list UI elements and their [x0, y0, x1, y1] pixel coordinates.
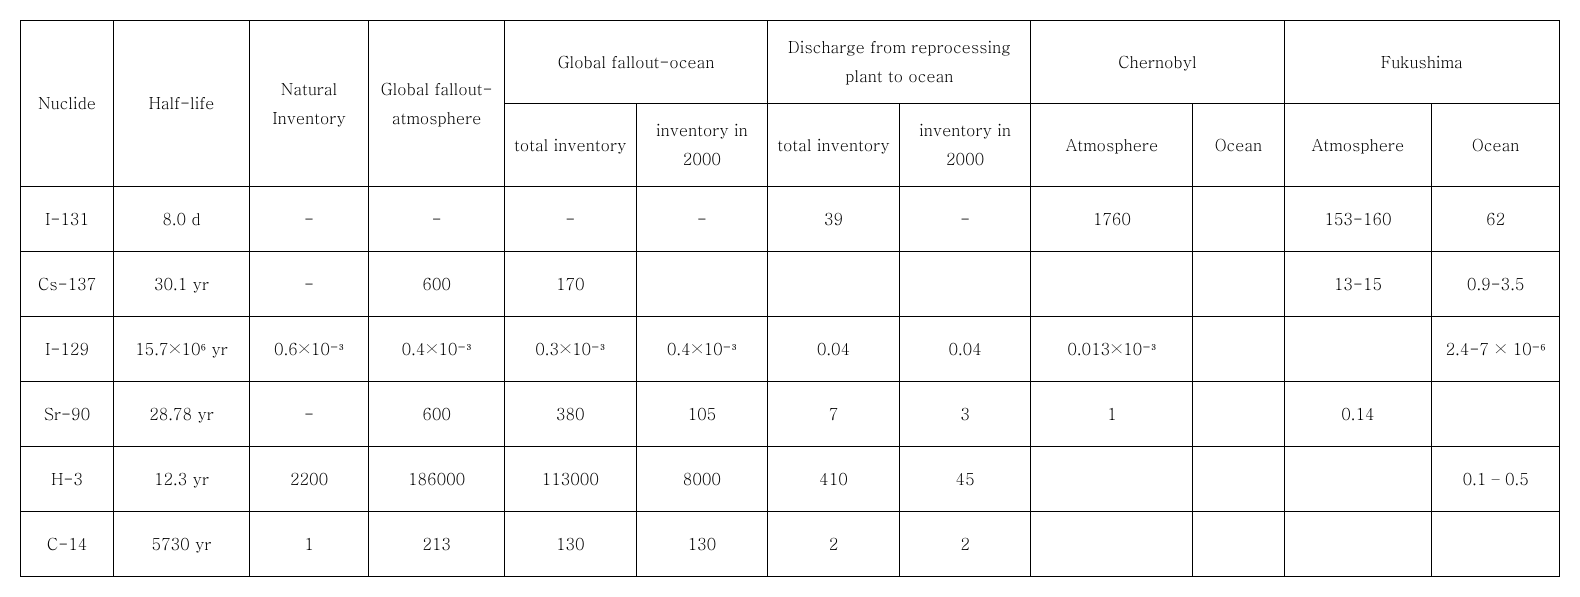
cell-dr_total: 0.04 — [768, 317, 900, 382]
cell-global_fallout_atmo: 186000 — [369, 447, 505, 512]
cell-nuclide: I-129 — [21, 317, 114, 382]
cell-fuku_ocean — [1432, 382, 1560, 447]
cell-fuku_atmo — [1284, 317, 1432, 382]
cell-fuku_ocean: 0.9-3.5 — [1432, 252, 1560, 317]
cell-gfo_total: 113000 — [504, 447, 636, 512]
cell-dr_total: 410 — [768, 447, 900, 512]
cell-global_fallout_atmo: 213 — [369, 512, 505, 577]
cell-natural_inventory: 0.6×10⁻³ — [249, 317, 368, 382]
cell-dr_total: 7 — [768, 382, 900, 447]
header-global-fallout-ocean: Global fallout-ocean — [504, 21, 767, 104]
cell-fuku_ocean: 0.1 – 0.5 — [1432, 447, 1560, 512]
cell-gfo_total: 0.3×10⁻³ — [504, 317, 636, 382]
header-gfo-total: total inventory — [504, 104, 636, 187]
cell-global_fallout_atmo: 600 — [369, 252, 505, 317]
cell-gfo_2000: 130 — [636, 512, 768, 577]
cell-chern_ocean — [1193, 252, 1284, 317]
header-fuku-ocean: Ocean — [1432, 104, 1560, 187]
cell-chern_ocean — [1193, 187, 1284, 252]
header-fuku-atmo: Atmosphere — [1284, 104, 1432, 187]
cell-dr_total — [768, 252, 900, 317]
cell-dr_2000: 0.04 — [899, 317, 1031, 382]
cell-natural_inventory: 1 — [249, 512, 368, 577]
table-row: H-312.3 yr2200186000113000800041045 0.1 –… — [21, 447, 1560, 512]
cell-natural_inventory: - — [249, 187, 368, 252]
cell-fuku_atmo: 13-15 — [1284, 252, 1432, 317]
header-chernobyl: Chernobyl — [1031, 21, 1284, 104]
cell-nuclide: C-14 — [21, 512, 114, 577]
cell-gfo_total: 130 — [504, 512, 636, 577]
cell-global_fallout_atmo: 0.4×10⁻³ — [369, 317, 505, 382]
header-natural-inventory: Natural Inventory — [249, 21, 368, 187]
header-fukushima: Fukushima — [1284, 21, 1560, 104]
cell-gfo_total: - — [504, 187, 636, 252]
header-global-fallout-atmo: Global fallout-atmosphere — [369, 21, 505, 187]
cell-gfo_2000: - — [636, 187, 768, 252]
cell-nuclide: I-131 — [21, 187, 114, 252]
cell-dr_2000: 45 — [899, 447, 1031, 512]
header-dr-2000: inventory in 2000 — [899, 104, 1031, 187]
cell-chern_atmo: 1760 — [1031, 187, 1193, 252]
cell-dr_total: 39 — [768, 187, 900, 252]
cell-gfo_2000: 0.4×10⁻³ — [636, 317, 768, 382]
header-dr-total: total inventory — [768, 104, 900, 187]
cell-global_fallout_atmo: 600 — [369, 382, 505, 447]
cell-fuku_atmo — [1284, 512, 1432, 577]
cell-halflife: 5730 yr — [114, 512, 250, 577]
cell-dr_2000 — [899, 252, 1031, 317]
cell-gfo_2000: 105 — [636, 382, 768, 447]
cell-chern_ocean — [1193, 382, 1284, 447]
cell-fuku_atmo: 153-160 — [1284, 187, 1432, 252]
cell-halflife: 28.78 yr — [114, 382, 250, 447]
cell-fuku_atmo: 0.14 — [1284, 382, 1432, 447]
cell-fuku_ocean — [1432, 512, 1560, 577]
cell-gfo_total: 170 — [504, 252, 636, 317]
table-row: Sr-9028.78 yr-600380105731 0.14 — [21, 382, 1560, 447]
cell-nuclide: Cs-137 — [21, 252, 114, 317]
cell-chern_ocean — [1193, 512, 1284, 577]
cell-fuku_ocean: 2.4-7 × 10⁻⁶ — [1432, 317, 1560, 382]
cell-fuku_ocean: 62 — [1432, 187, 1560, 252]
cell-gfo_total: 380 — [504, 382, 636, 447]
cell-natural_inventory: - — [249, 252, 368, 317]
header-halflife: Half-life — [114, 21, 250, 187]
cell-chern_atmo — [1031, 252, 1193, 317]
cell-global_fallout_atmo: - — [369, 187, 505, 252]
cell-dr_2000: 2 — [899, 512, 1031, 577]
cell-fuku_atmo — [1284, 447, 1432, 512]
nuclide-inventory-table: Nuclide Half-life Natural Inventory Glob… — [20, 20, 1560, 577]
cell-chern_ocean — [1193, 317, 1284, 382]
header-row-1: Nuclide Half-life Natural Inventory Glob… — [21, 21, 1560, 104]
header-chern-atmo: Atmosphere — [1031, 104, 1193, 187]
header-gfo-2000: inventory in 2000 — [636, 104, 768, 187]
cell-chern_atmo: 0.013×10⁻³ — [1031, 317, 1193, 382]
cell-chern_atmo — [1031, 447, 1193, 512]
cell-dr_2000: - — [899, 187, 1031, 252]
cell-halflife: 8.0 d — [114, 187, 250, 252]
table-row: C-145730 yr121313013022 — [21, 512, 1560, 577]
cell-gfo_2000: 8000 — [636, 447, 768, 512]
header-discharge-reprocessing: Discharge from reprocessing plant to oce… — [768, 21, 1031, 104]
cell-nuclide: Sr-90 — [21, 382, 114, 447]
cell-gfo_2000 — [636, 252, 768, 317]
cell-natural_inventory: - — [249, 382, 368, 447]
cell-dr_total: 2 — [768, 512, 900, 577]
cell-halflife: 12.3 yr — [114, 447, 250, 512]
cell-halflife: 30.1 yr — [114, 252, 250, 317]
cell-chern_atmo — [1031, 512, 1193, 577]
cell-chern_atmo: 1 — [1031, 382, 1193, 447]
cell-chern_ocean — [1193, 447, 1284, 512]
header-nuclide: Nuclide — [21, 21, 114, 187]
header-chern-ocean: Ocean — [1193, 104, 1284, 187]
cell-dr_2000: 3 — [899, 382, 1031, 447]
table-body: I-1318.0 d----39-1760153-16062Cs-13730.1… — [21, 187, 1560, 577]
table-row: I-1318.0 d----39-1760153-16062 — [21, 187, 1560, 252]
table-row: Cs-13730.1 yr-600170 13-150.9-3.5 — [21, 252, 1560, 317]
cell-halflife: 15.7×10⁶ yr — [114, 317, 250, 382]
table-row: I-12915.7×10⁶ yr0.6×10⁻³0.4×10⁻³0.3×10⁻³… — [21, 317, 1560, 382]
cell-nuclide: H-3 — [21, 447, 114, 512]
cell-natural_inventory: 2200 — [249, 447, 368, 512]
